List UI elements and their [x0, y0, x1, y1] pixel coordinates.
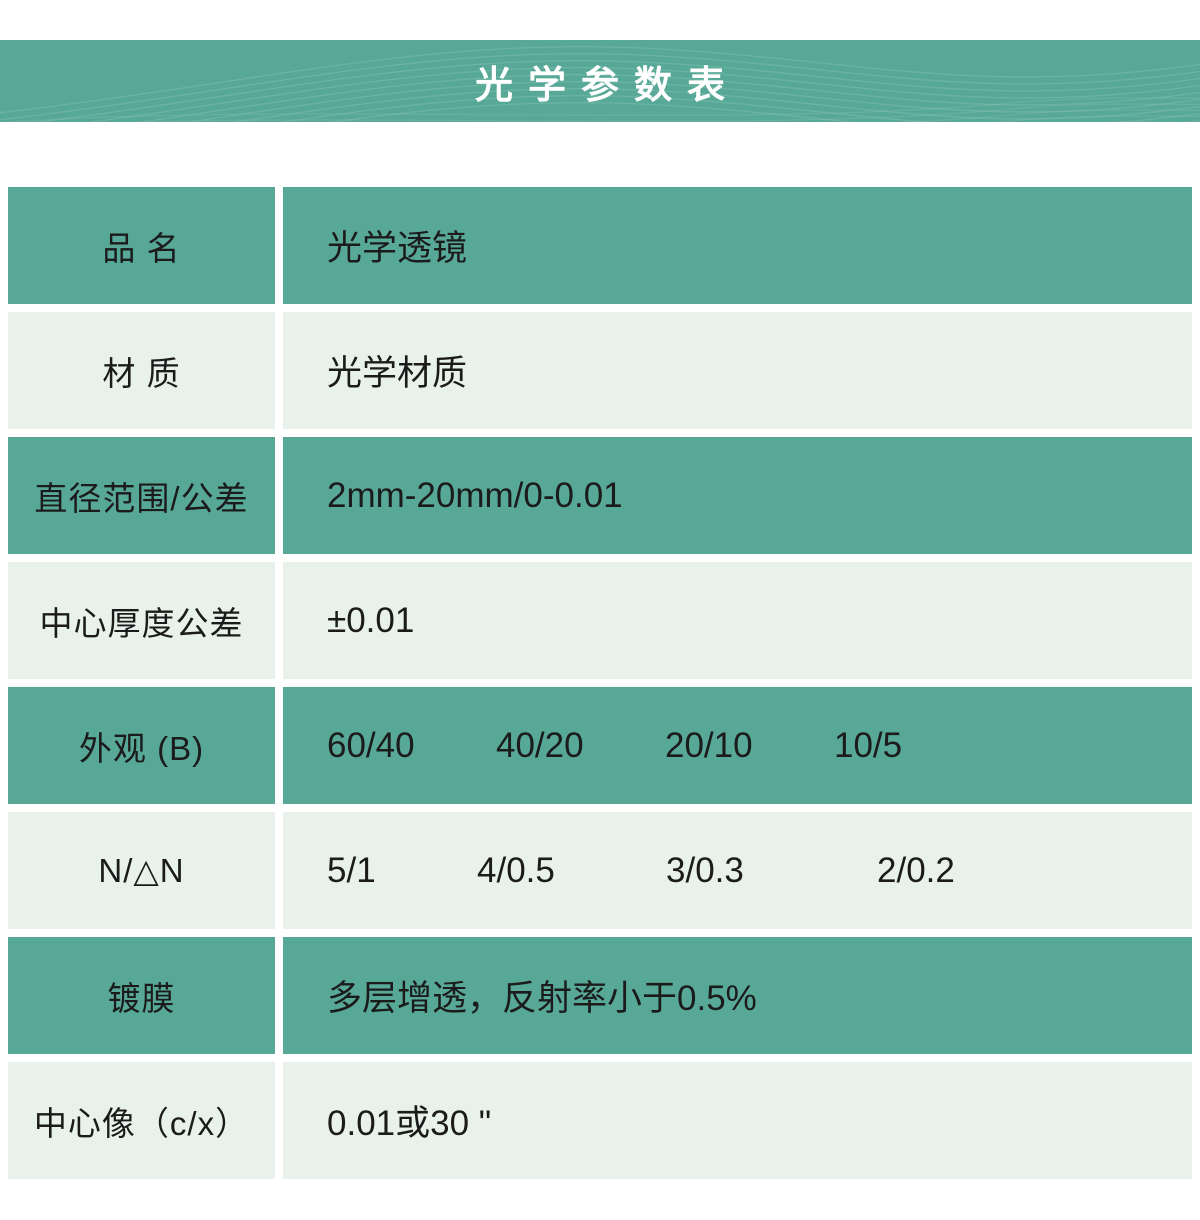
row-label-material: 材 质 [8, 312, 275, 429]
header-banner: 光学参数表 [0, 40, 1200, 122]
value-text: 4/0.5 [477, 850, 555, 890]
row-value-coating: 多层增透，反射率小于0.5% [283, 937, 1192, 1054]
row-value-n-delta-n: 5/1 4/0.5 3/0.3 2/0.2 [283, 812, 1192, 929]
value-text: 40/20 [496, 725, 584, 765]
value-text: 2/0.2 [877, 850, 955, 890]
value-text: 60/40 [327, 725, 415, 765]
row-label-appearance: 外观 (B) [8, 687, 275, 804]
value-text: 10/5 [834, 725, 903, 765]
row-value-product-name: 光学透镜 [283, 187, 1192, 304]
value-text: 3/0.3 [666, 850, 744, 890]
value-text: 多层增透，反射率小于0.5% [327, 979, 757, 1018]
value-text: ±0.01 [327, 600, 415, 640]
row-value-appearance: 60/40 40/20 20/10 10/5 [283, 687, 1192, 804]
row-value-center-thickness-tolerance: ±0.01 [283, 562, 1192, 679]
wave-pattern-decoration [0, 46, 1200, 122]
value-text: 5/1 [327, 850, 376, 890]
value-text: 2mm-20mm/0-0.01 [327, 475, 623, 515]
row-label-diameter-tolerance: 直径范围/公差 [8, 437, 275, 554]
row-label-product-name: 品 名 [8, 187, 275, 304]
value-text: 光学透镜 [327, 229, 468, 268]
optical-parameters-table: 品 名 光学透镜 材 质 光学材质 直径范围/公差 2mm-20mm/0-0.0… [8, 187, 1192, 1179]
page-title: 光学参数表 [474, 64, 740, 107]
row-label-n-delta-n: N/△N [8, 812, 275, 929]
row-value-diameter-tolerance: 2mm-20mm/0-0.01 [283, 437, 1192, 554]
value-text: 光学材质 [327, 354, 468, 393]
value-text: 0.01或30 " [327, 1104, 492, 1143]
row-label-coating: 镀膜 [8, 937, 275, 1054]
row-label-centration: 中心像（c/x） [8, 1062, 275, 1179]
row-value-material: 光学材质 [283, 312, 1192, 429]
row-value-centration: 0.01或30 " [283, 1062, 1192, 1179]
row-label-center-thickness-tolerance: 中心厚度公差 [8, 562, 275, 679]
value-text: 20/10 [665, 725, 753, 765]
